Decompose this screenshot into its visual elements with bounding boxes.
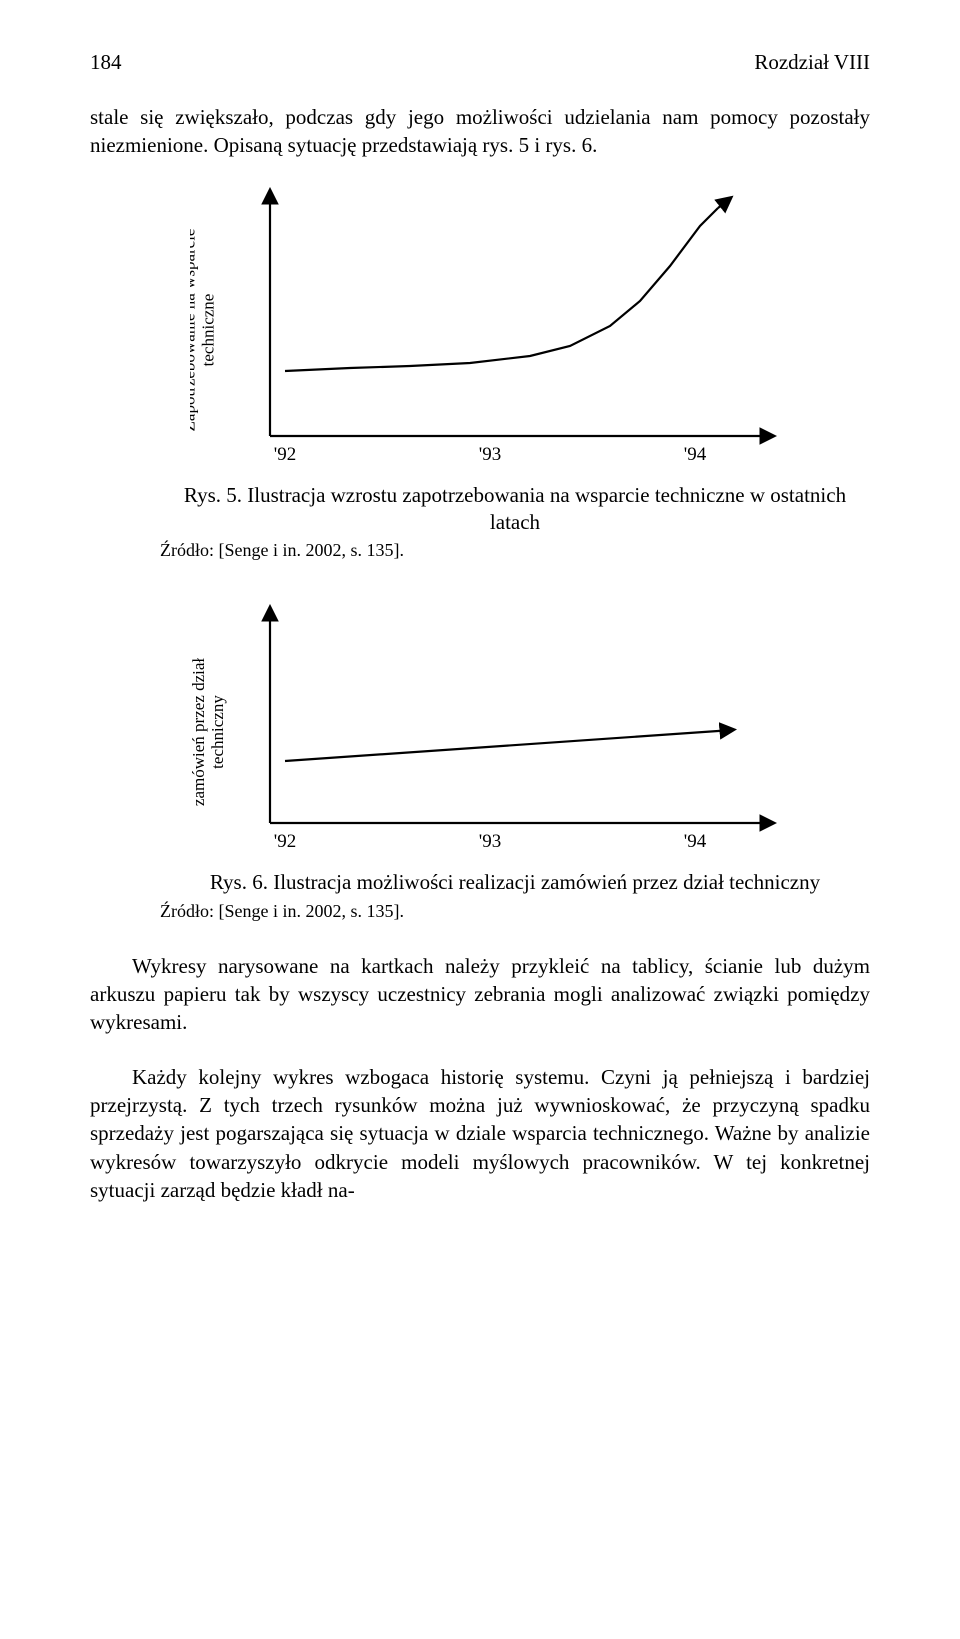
svg-text:'94: '94 bbox=[684, 831, 707, 852]
spacer bbox=[90, 591, 870, 603]
caption-2-title: Rys. 6. Ilustracja możliwości realizacji… bbox=[160, 869, 870, 896]
caption-2: Rys. 6. Ilustracja możliwości realizacji… bbox=[160, 869, 870, 896]
svg-text:Zapotrzebowanie na wsparcietec: Zapotrzebowanie na wsparcietechniczne bbox=[190, 228, 218, 431]
chart-2-svg: '92 '93 '94 Możliwości realizacjizamówień p… bbox=[190, 603, 790, 863]
chart-1-svg: '92 '93 '94 Zapotrzebowanie na wsparcietech… bbox=[190, 186, 790, 476]
page-number: 184 bbox=[90, 50, 122, 75]
closing-paragraph-1: Wykresy narysowane na kartkach należy pr… bbox=[90, 952, 870, 1037]
caption-2-source: Źródło: [Senge i in. 2002, s. 135]. bbox=[160, 901, 870, 922]
svg-text:'92: '92 bbox=[274, 831, 296, 852]
svg-text:'93: '93 bbox=[479, 831, 501, 852]
svg-text:'94: '94 bbox=[684, 444, 707, 465]
caption-1-source: Źródło: [Senge i in. 2002, s. 135]. bbox=[160, 540, 870, 561]
chart-2: '92 '93 '94 Możliwości realizacjizamówień p… bbox=[190, 603, 770, 863]
chart-1: '92 '93 '94 Zapotrzebowanie na wsparcietech… bbox=[190, 186, 770, 476]
page-container: 184 Rozdział VIII stale się zwiększało, … bbox=[0, 0, 960, 1280]
closing-paragraph-2: Każdy kolejny wykres wzbogaca historię s… bbox=[90, 1063, 870, 1205]
chapter-title: Rozdział VIII bbox=[754, 50, 870, 75]
page-header: 184 Rozdział VIII bbox=[90, 50, 870, 75]
svg-text:Możliwości realizacjizamówień: Możliwości realizacjizamówień przez dzia… bbox=[190, 658, 227, 806]
svg-text:'93: '93 bbox=[479, 444, 501, 465]
intro-paragraph: stale się zwiększało, podczas gdy jego m… bbox=[90, 103, 870, 160]
caption-1-title: Rys. 5. Ilustracja wzrostu zapotrzebowan… bbox=[160, 482, 870, 537]
caption-1: Rys. 5. Ilustracja wzrostu zapotrzebowan… bbox=[160, 482, 870, 537]
svg-text:'92: '92 bbox=[274, 444, 296, 465]
